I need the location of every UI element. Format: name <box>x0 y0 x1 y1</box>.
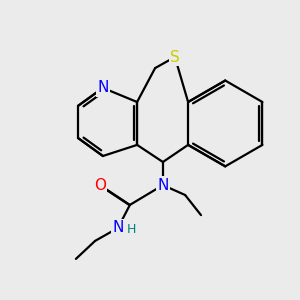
Text: H: H <box>127 223 136 236</box>
Text: N: N <box>112 220 124 236</box>
Text: O: O <box>94 178 106 193</box>
Text: S: S <box>170 50 180 64</box>
Text: N: N <box>97 80 109 95</box>
Text: N: N <box>157 178 169 193</box>
